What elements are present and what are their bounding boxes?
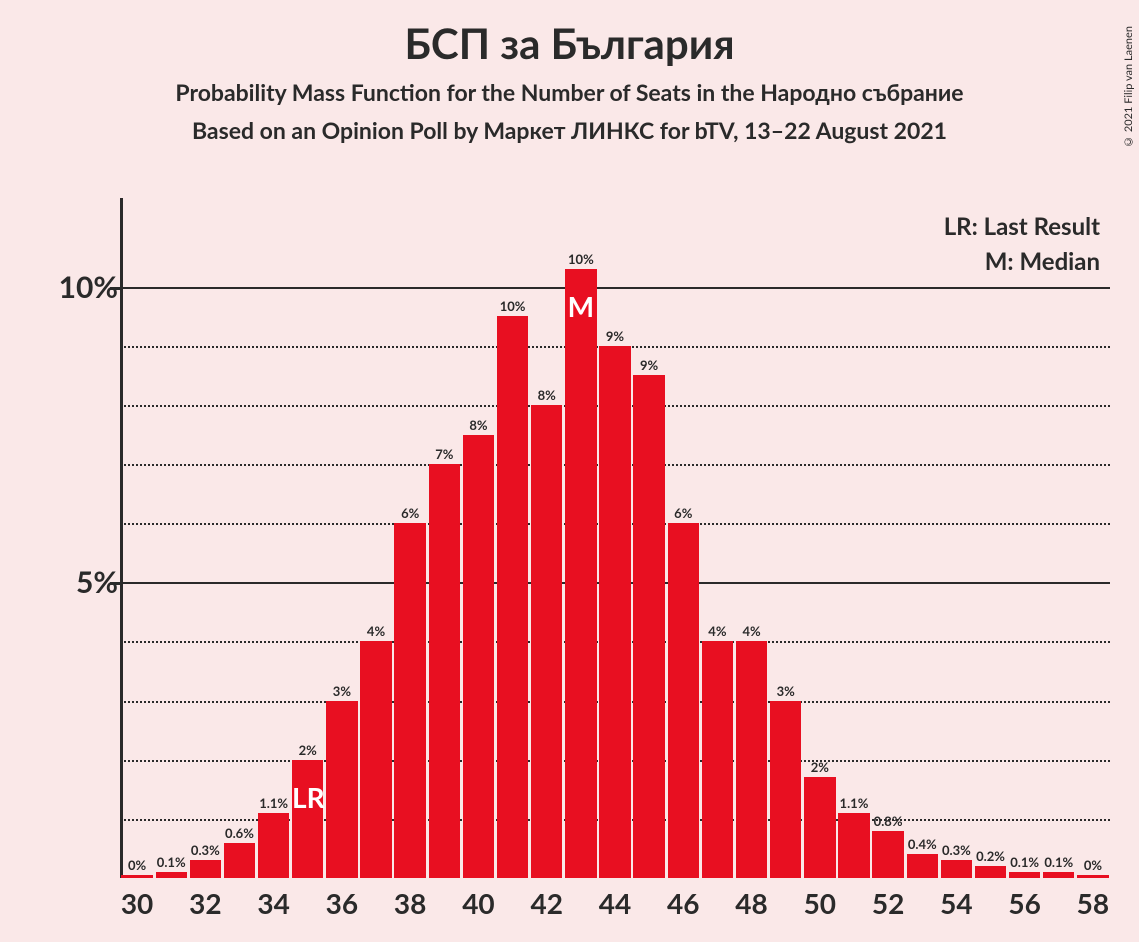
bar: 6% [668, 523, 699, 878]
x-tick-label: 38 [394, 886, 426, 920]
bar-value-label: 8% [463, 417, 494, 433]
bar-value-label: 1.1% [838, 795, 869, 811]
x-tick-label: 44 [599, 886, 631, 920]
bar-value-label: 0.4% [907, 836, 938, 852]
bar-value-label: 7% [429, 446, 460, 462]
bar-value-label: 4% [736, 623, 767, 639]
bar: 10% [497, 316, 528, 878]
bar: 3% [326, 701, 357, 878]
bar-value-label: 8% [531, 387, 562, 403]
bar: 0.1% [156, 872, 187, 878]
x-tick-label: 52 [872, 886, 904, 920]
bar-value-label: 0.3% [190, 842, 221, 858]
bar: 1.1% [838, 813, 869, 878]
bar-value-label: 10% [497, 298, 528, 314]
bar: 7% [429, 464, 460, 878]
bar: 0.3% [941, 860, 972, 878]
bar-value-label: 3% [770, 683, 801, 699]
bar-value-label: 0% [1077, 857, 1108, 873]
bar-value-label: 0.1% [1043, 854, 1074, 870]
bar-value-label: 4% [360, 623, 391, 639]
bar: 6% [394, 523, 425, 878]
bar: 3% [770, 701, 801, 878]
x-tick-label: 48 [735, 886, 767, 920]
x-tick-label: 30 [121, 886, 153, 920]
x-tick-label: 42 [530, 886, 562, 920]
x-tick-label: 40 [462, 886, 494, 920]
y-tick-label: 10% [59, 269, 118, 305]
bar: 10%M [565, 269, 596, 878]
bar: 8% [463, 435, 494, 878]
bar-value-label: 9% [633, 357, 664, 373]
bar: 4% [360, 641, 391, 878]
bar-inner-label: M [565, 289, 596, 323]
bar: 2% [804, 777, 835, 878]
bar: 0.3% [190, 860, 221, 878]
bar: 0% [121, 875, 152, 878]
bar: 4% [736, 641, 767, 878]
x-tick-label: 50 [804, 886, 836, 920]
bar-value-label: 1.1% [258, 795, 289, 811]
bar: 4% [702, 641, 733, 878]
bars-group: 0%0.1%0.3%0.6%1.1%2%LR3%4%6%7%8%10%8%10%… [120, 198, 1110, 878]
bar-value-label: 2% [292, 742, 323, 758]
bar: 0.4% [907, 854, 938, 878]
bar: 0.2% [975, 866, 1006, 878]
x-tick-label: 32 [189, 886, 221, 920]
chart-subtitle-2: Based on an Opinion Poll by Маркет ЛИНКС… [0, 116, 1139, 144]
x-tick-label: 54 [940, 886, 972, 920]
x-tick-label: 46 [667, 886, 699, 920]
bar-value-label: 0% [121, 857, 152, 873]
bar-value-label: 2% [804, 759, 835, 775]
bar-value-label: 10% [565, 251, 596, 267]
chart-title: БСП за България [0, 18, 1139, 68]
bar: 0.6% [224, 843, 255, 878]
x-tick-label: 34 [257, 886, 289, 920]
legend-lr: LR: Last Result [944, 212, 1100, 241]
plot-area: 0%0.1%0.3%0.6%1.1%2%LR3%4%6%7%8%10%8%10%… [120, 198, 1110, 878]
bar: 9% [599, 346, 630, 878]
bar: 0.1% [1043, 872, 1074, 878]
bar: 1.1% [258, 813, 289, 878]
bar-value-label: 0.1% [1009, 854, 1040, 870]
bar-value-label: 6% [668, 505, 699, 521]
bar-value-label: 0.8% [872, 813, 903, 829]
bar: 0.8% [872, 831, 903, 878]
credit-text: © 2021 Filip van Laenen [1122, 26, 1135, 148]
bar: 9% [633, 375, 664, 878]
x-tick-label: 36 [326, 886, 358, 920]
bar-value-label: 0.1% [156, 854, 187, 870]
bar-value-label: 0.6% [224, 825, 255, 841]
legend: LR: Last Result M: Median [944, 212, 1100, 282]
chart-container: 0%0.1%0.3%0.6%1.1%2%LR3%4%6%7%8%10%8%10%… [30, 188, 1120, 908]
bar-value-label: 6% [394, 505, 425, 521]
y-tick-label: 5% [76, 564, 118, 600]
bar-inner-label: LR [292, 780, 323, 814]
bar-value-label: 9% [599, 328, 630, 344]
bar: 2%LR [292, 760, 323, 878]
x-tick-label: 58 [1077, 886, 1109, 920]
bar: 8% [531, 405, 562, 878]
bar: 0% [1077, 875, 1108, 878]
bar: 0.1% [1009, 872, 1040, 878]
chart-subtitle-1: Probability Mass Function for the Number… [0, 78, 1139, 106]
legend-m: M: Median [944, 247, 1100, 276]
x-tick-label: 56 [1008, 886, 1040, 920]
bar-value-label: 3% [326, 683, 357, 699]
bar-value-label: 4% [702, 623, 733, 639]
bar-value-label: 0.3% [941, 842, 972, 858]
bar-value-label: 0.2% [975, 848, 1006, 864]
